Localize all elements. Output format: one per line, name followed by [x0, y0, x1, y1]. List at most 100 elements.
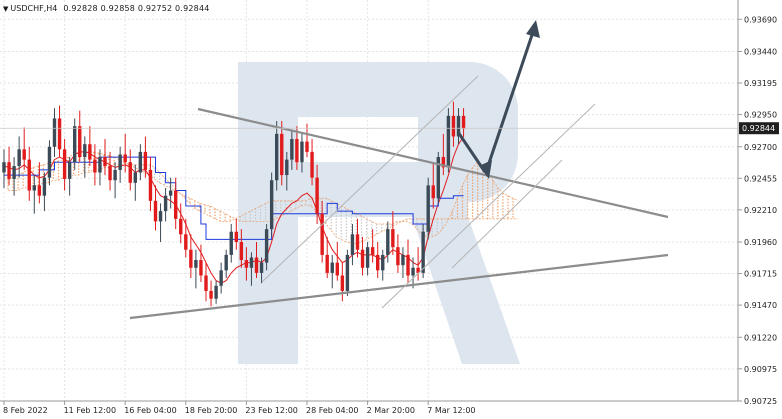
candle-body: [391, 229, 395, 248]
forecast-arrow-up-line[interactable]: [484, 31, 535, 173]
chart-header: ▼ USDCHF,H4 0.92828 0.92858 0.92752 0.9284…: [3, 4, 210, 13]
candle-body: [401, 254, 405, 266]
candle-body: [335, 262, 339, 276]
candle-body: [32, 185, 36, 191]
candle-body: [249, 257, 254, 268]
candle-body: [360, 249, 365, 268]
price-tick-label: 0.93195: [744, 79, 777, 88]
candle-body: [37, 185, 42, 196]
price-tick-label: 0.90725: [744, 397, 777, 406]
time-tick-label: 7 Mar 12:00: [427, 406, 475, 415]
candle-body: [118, 154, 122, 170]
time-tick-label: 11 Feb 12:00: [64, 406, 116, 415]
candlesticks: [2, 101, 466, 307]
candle-body: [47, 146, 52, 178]
candle-body: [234, 231, 238, 243]
candle-body: [138, 151, 143, 173]
candle-body: [264, 229, 269, 263]
candle-body: [345, 254, 350, 291]
channel-left-upper-line[interactable]: [261, 75, 479, 283]
candle-body: [290, 139, 294, 160]
close-value: 0.92844: [175, 4, 210, 13]
candle-body: [269, 180, 274, 230]
candle-body: [320, 213, 324, 255]
candle-body: [325, 254, 329, 273]
candle-body: [133, 172, 137, 183]
candle-body: [451, 115, 456, 137]
symbol-label: USDCHF,H4: [10, 4, 58, 13]
candle-body: [441, 157, 446, 168]
candle-body: [98, 157, 102, 173]
candle-body: [57, 118, 62, 150]
candle-body: [310, 151, 314, 178]
candle-body: [330, 262, 334, 273]
price-tick-label: 0.93690: [744, 15, 777, 24]
triangle-lower-trendline[interactable]: [129, 253, 669, 320]
candle-body: [199, 260, 203, 276]
candle-body: [461, 115, 466, 129]
channel-right-lower-line[interactable]: [451, 159, 563, 269]
candle-body: [189, 249, 193, 268]
price-axis[interactable]: 0.93690 0.93440 0.93195 0.92950 0.92700 0.924…: [738, 15, 777, 406]
time-tick-label: 2 Mar 20:00: [367, 406, 415, 415]
price-tick-label: 0.92455: [744, 174, 777, 183]
candle-body: [163, 195, 168, 212]
candle-body: [148, 169, 153, 201]
candle-body: [168, 190, 173, 196]
candle-body: [83, 144, 87, 158]
high-value: 0.92858: [100, 4, 136, 13]
senkou-span-a-line: [7, 151, 519, 244]
candle-body: [179, 218, 183, 235]
candle-body: [209, 290, 213, 299]
candle-body: [426, 185, 430, 232]
price-tick-label: 0.92210: [744, 206, 777, 215]
candle-body: [194, 260, 198, 268]
axes: [0, 0, 739, 402]
candle-body: [315, 177, 319, 214]
candle-body: [350, 234, 355, 255]
candle-body: [7, 162, 11, 179]
candle-body: [123, 154, 127, 163]
menu-triangle-icon[interactable]: ▼: [3, 5, 9, 13]
time-axis[interactable]: 8 Feb 2022 11 Feb 12:00 16 Feb 04:00 18 Feb…: [3, 401, 476, 415]
candle-body: [365, 247, 370, 268]
candle-body: [446, 115, 451, 168]
candle-body: [229, 231, 233, 255]
candle-body: [113, 169, 117, 181]
candle-body: [275, 133, 279, 181]
candle-body: [174, 190, 178, 219]
candle-body: [340, 275, 345, 291]
candle-body: [436, 157, 440, 199]
candle-body: [67, 162, 72, 179]
candle-body: [381, 254, 385, 271]
price-tick-label: 0.93440: [744, 47, 777, 56]
candle-body: [305, 141, 309, 152]
time-tick-label: 16 Feb 04:00: [124, 406, 176, 415]
candle-body: [88, 144, 92, 160]
candle-body: [153, 200, 158, 222]
candle-body: [386, 229, 390, 255]
candle-body: [431, 185, 435, 199]
candle-body: [239, 242, 244, 261]
price-tick-label: 0.90975: [744, 365, 777, 374]
trend-drawings[interactable]: [129, 20, 669, 320]
candle-body: [219, 270, 223, 286]
candle-body: [22, 149, 26, 160]
candle-body: [355, 234, 360, 250]
candle-body: [103, 157, 107, 167]
triangle-upper-trendline[interactable]: [197, 107, 669, 219]
open-value: 0.92828: [63, 4, 98, 13]
channel-right-upper-line[interactable]: [381, 103, 596, 309]
candle-body: [108, 166, 112, 181]
candle-body: [17, 149, 21, 167]
candle-body: [12, 166, 16, 179]
candle-body: [78, 126, 82, 158]
candle-body: [42, 177, 47, 196]
candle-body: [421, 231, 425, 273]
current-price-tag: 0.92844: [0, 122, 779, 135]
candle-body: [128, 162, 132, 183]
candle-body: [370, 247, 375, 255]
current-price-box: [739, 122, 779, 135]
